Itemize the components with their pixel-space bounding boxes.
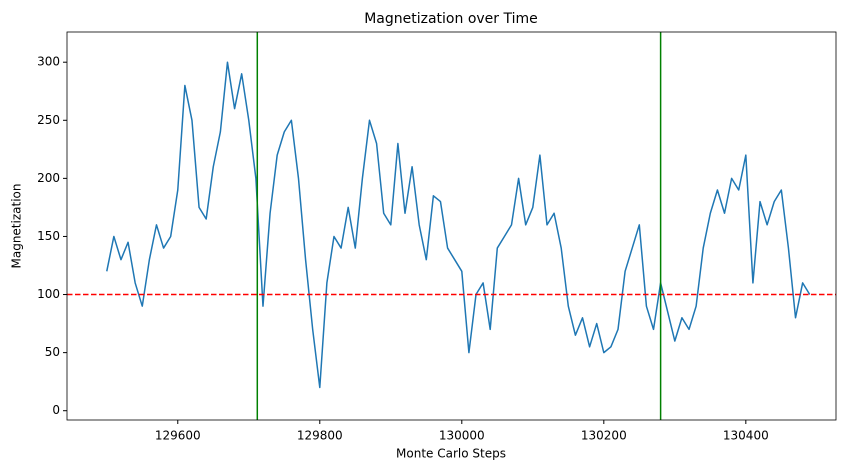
x-tick-label: 130000	[439, 429, 485, 443]
chart-title: Magnetization over Time	[364, 11, 538, 27]
x-tick-label: 129600	[155, 429, 201, 443]
data-line	[106, 61, 811, 389]
y-tick-label: 200	[37, 171, 60, 185]
y-tick-label: 300	[37, 55, 60, 69]
plot-frame	[66, 31, 837, 421]
x-tick-label: 129800	[297, 429, 343, 443]
x-axis-label: Monte Carlo Steps	[396, 447, 506, 461]
y-tick-label: 0	[52, 403, 60, 417]
x-tick-label: 130400	[723, 429, 769, 443]
y-tick-label: 50	[45, 345, 60, 359]
y-tick-label: 100	[37, 287, 60, 301]
y-axis-label: Magnetization	[10, 184, 24, 269]
y-tick-label: 250	[37, 113, 60, 127]
y-tick-label: 150	[37, 229, 60, 243]
x-tick-label: 130200	[581, 429, 627, 443]
